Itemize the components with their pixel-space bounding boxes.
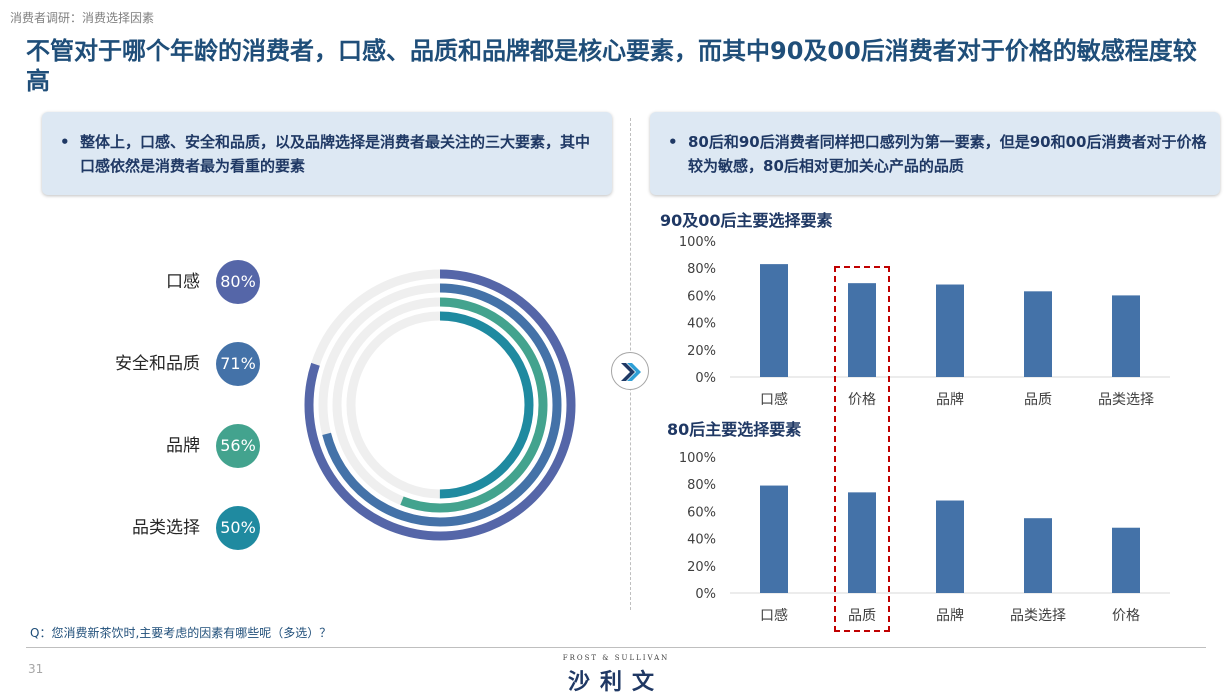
- bar: [1112, 527, 1140, 593]
- y-tick-label: 20%: [687, 344, 716, 359]
- bar: [760, 264, 788, 377]
- x-tick-label: 品类选择: [1010, 608, 1066, 624]
- y-tick-label: 40%: [687, 317, 716, 332]
- radial-bar: [318, 283, 562, 527]
- y-tick-label: 100%: [679, 451, 716, 466]
- radial-bar: [304, 269, 576, 541]
- y-tick-label: 100%: [679, 235, 716, 250]
- x-tick-label: 品牌: [936, 391, 964, 408]
- page-title: 不管对于哪个年龄的消费者，口感、品质和品牌都是核心要素，而其中90及00后消费者…: [26, 37, 1197, 95]
- y-tick-label: 0%: [695, 587, 716, 602]
- x-tick-label: 口感: [760, 391, 788, 408]
- legend-label: 品牌: [166, 436, 200, 456]
- callout-left-text: 整体上，口感、安全和品质，以及品牌选择是消费者最关注的三大要素，其中口感依然是消…: [80, 133, 591, 175]
- chart-title-80: 80后主要选择要素: [667, 420, 802, 439]
- bar-chart-90-00: 100% 80% 60% 40% 20% 0% 口感 价格 品牌 品质 品类选择: [679, 235, 1170, 408]
- radial-bar-chart: [304, 269, 576, 541]
- bar: [848, 283, 876, 377]
- page-number: 31: [28, 662, 44, 676]
- radial-bar: [332, 297, 548, 513]
- x-tick-label: 价格: [1112, 608, 1140, 624]
- callout-right: • 80后和90后消费者同样把口感列为第一要素，但是90和00后消费者对于价格较…: [650, 112, 1220, 195]
- y-tick-label: 80%: [687, 478, 716, 493]
- x-tick-label: 价格: [848, 392, 876, 408]
- logo-text-main: 沙利文: [567, 670, 664, 695]
- bar: [848, 492, 876, 593]
- footer-divider: [26, 647, 1206, 648]
- legend-badge: 80%: [216, 260, 260, 304]
- bullet-icon: •: [668, 133, 678, 151]
- legend-badge: 71%: [216, 342, 260, 386]
- legend-label: 口感: [166, 272, 200, 292]
- bar: [1112, 295, 1140, 377]
- callout-right-text: 80后和90后消费者同样把口感列为第一要素，但是90和00后消费者对于价格较为敏…: [688, 133, 1207, 175]
- callout-left: • 整体上，口感、安全和品质，以及品牌选择是消费者最关注的三大要素，其中口感依然…: [42, 112, 612, 195]
- highlight-dashed-box: [834, 266, 890, 632]
- bar: [760, 485, 788, 593]
- y-tick-label: 60%: [687, 289, 716, 304]
- y-tick-label: 20%: [687, 560, 716, 575]
- legend-badge: 50%: [216, 506, 260, 550]
- y-tick-label: 40%: [687, 533, 716, 548]
- legend-label: 安全和品质: [115, 354, 200, 374]
- survey-question: Q：您消费新茶饮时,主要考虑的因素有哪些呢（多选）？: [30, 626, 332, 640]
- legend-label: 品类选择: [132, 518, 200, 538]
- x-tick-label: 品牌: [936, 607, 964, 624]
- bullet-icon: •: [60, 133, 70, 151]
- bar: [936, 500, 964, 593]
- breadcrumb: 消费者调研：消费选择因素: [10, 11, 155, 25]
- radial-bar: [346, 311, 534, 499]
- logo-text-top: FROST & SULLIVAN: [562, 654, 670, 662]
- y-tick-label: 80%: [687, 262, 716, 277]
- x-tick-label: 品质: [848, 608, 876, 624]
- x-tick-label: 品质: [1024, 392, 1052, 408]
- bar: [936, 284, 964, 377]
- legend-badge: 56%: [216, 424, 260, 468]
- bar: [1024, 291, 1052, 377]
- bar: [1024, 518, 1052, 593]
- y-tick-label: 60%: [687, 505, 716, 520]
- y-tick-label: 0%: [695, 371, 716, 386]
- x-tick-label: 口感: [760, 607, 788, 624]
- bar-chart-80: 100% 80% 60% 40% 20% 0% 口感 品质 品牌 品类选择 价格: [679, 451, 1170, 624]
- double-chevron-right-icon: [611, 352, 649, 390]
- x-tick-label: 品类选择: [1098, 392, 1154, 408]
- chart-title-90-00: 90及00后主要选择要素: [660, 211, 833, 230]
